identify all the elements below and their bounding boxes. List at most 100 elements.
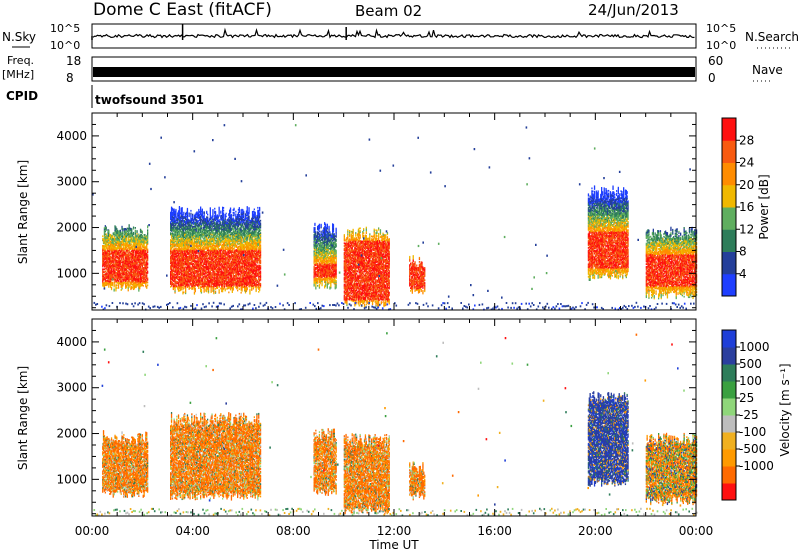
echo-cell bbox=[226, 213, 227, 215]
echo-cell bbox=[108, 230, 109, 232]
echo-cell bbox=[147, 262, 148, 264]
freq-label: Freq. bbox=[7, 54, 34, 67]
echo-cell bbox=[142, 235, 143, 237]
echo-cell bbox=[147, 229, 148, 231]
freq-tick-bottom: 8 bbox=[66, 71, 74, 85]
echo-cell bbox=[136, 230, 137, 232]
cpid-value: twofsound 3501 bbox=[95, 93, 204, 107]
echo-cell bbox=[206, 211, 207, 213]
nsearch-tick-bottom: 10^0 bbox=[706, 39, 736, 52]
cpid-label: CPID bbox=[6, 89, 38, 103]
freq-tick-top: 18 bbox=[66, 54, 81, 68]
echo-cell bbox=[189, 287, 190, 289]
echo-cell bbox=[219, 289, 220, 291]
station-title: Dome C East (fitACF) bbox=[93, 0, 272, 20]
echo-cell bbox=[179, 206, 180, 208]
echo-cell bbox=[214, 208, 215, 210]
echo-cell bbox=[216, 248, 217, 250]
echo-cell bbox=[211, 272, 212, 274]
nsky-tick-bottom: 10^0 bbox=[50, 39, 80, 52]
echo-cell bbox=[207, 217, 208, 219]
date-title: 24/Jun/2013 bbox=[588, 1, 679, 19]
echo-cell bbox=[106, 227, 107, 229]
echo-cell bbox=[207, 255, 208, 257]
echo-cell bbox=[142, 231, 143, 233]
echo-cell bbox=[183, 212, 184, 214]
echo-cell bbox=[135, 230, 136, 232]
nave-label: Nave bbox=[752, 63, 783, 77]
nsearch-label: N.Search bbox=[745, 30, 799, 44]
nsky-label: N.Sky bbox=[2, 30, 36, 44]
echo-cell bbox=[133, 232, 134, 234]
echo-cell bbox=[102, 235, 103, 237]
echo-cell bbox=[207, 239, 208, 241]
echo-cell bbox=[138, 234, 139, 236]
echo-cell bbox=[133, 227, 134, 229]
echo-cell bbox=[198, 209, 199, 211]
echo-cell bbox=[212, 209, 213, 211]
echo-cell bbox=[120, 230, 121, 232]
echo-cell bbox=[147, 225, 148, 227]
echo-cell bbox=[147, 267, 148, 269]
echo-cell bbox=[219, 219, 220, 221]
echo-cell bbox=[116, 287, 117, 289]
echo-cell bbox=[147, 271, 148, 273]
echo-cell bbox=[115, 226, 116, 228]
nsky-tick-top: 10^5 bbox=[50, 22, 80, 35]
echo-cell bbox=[147, 282, 148, 284]
echo-cell bbox=[190, 210, 191, 212]
echo-cell bbox=[215, 211, 216, 213]
echo-cell bbox=[215, 291, 216, 293]
freq-trace bbox=[93, 67, 695, 77]
echo-cell bbox=[182, 207, 183, 209]
echo-cell bbox=[147, 254, 148, 256]
echo-cell bbox=[223, 213, 224, 215]
echo-cell bbox=[147, 278, 148, 280]
echo-cell bbox=[223, 207, 224, 209]
echo-cell bbox=[220, 211, 221, 213]
echo-cell bbox=[188, 283, 189, 285]
echo-cell bbox=[118, 280, 119, 282]
echo-cell bbox=[190, 213, 191, 215]
echo-cell bbox=[225, 288, 226, 290]
echo-cell bbox=[175, 209, 176, 211]
echo-cell bbox=[220, 222, 221, 224]
echo-cell bbox=[228, 292, 229, 294]
echo-cell bbox=[131, 244, 132, 246]
nave-tick-bottom: 0 bbox=[708, 71, 716, 85]
echo-cell bbox=[187, 208, 188, 210]
echo-cell bbox=[116, 284, 117, 286]
echo-cell bbox=[111, 287, 112, 289]
nave-tick-top: 60 bbox=[708, 54, 723, 68]
echo-cell bbox=[183, 292, 184, 294]
echo-cell bbox=[226, 216, 227, 218]
echo-cell bbox=[122, 228, 123, 230]
echo-cell bbox=[121, 259, 122, 261]
echo-cell bbox=[147, 249, 148, 251]
echo-cell bbox=[135, 227, 136, 229]
echo-cell bbox=[131, 228, 132, 230]
echo-cell bbox=[210, 207, 211, 209]
echo-cell bbox=[189, 213, 190, 215]
echo-cell bbox=[197, 255, 198, 257]
echo-cell bbox=[143, 285, 144, 287]
nsearch-tick-top: 10^5 bbox=[706, 22, 736, 35]
echo-cell bbox=[128, 270, 129, 272]
echo-cell bbox=[214, 222, 215, 224]
echo-cell bbox=[200, 207, 201, 209]
echo-cell bbox=[174, 209, 175, 211]
echo-cell bbox=[129, 224, 130, 226]
echo-cell bbox=[147, 284, 148, 286]
echo-cell bbox=[223, 210, 224, 212]
echo-cell bbox=[144, 234, 145, 236]
echo-cell bbox=[195, 288, 196, 290]
beam-title: Beam 02 bbox=[355, 2, 422, 20]
echo-cell bbox=[106, 233, 107, 235]
echo-cell bbox=[144, 260, 145, 262]
echo-cell bbox=[219, 207, 220, 209]
echo-cell bbox=[214, 271, 215, 273]
echo-cell bbox=[201, 289, 202, 291]
echo-cell bbox=[192, 214, 193, 216]
